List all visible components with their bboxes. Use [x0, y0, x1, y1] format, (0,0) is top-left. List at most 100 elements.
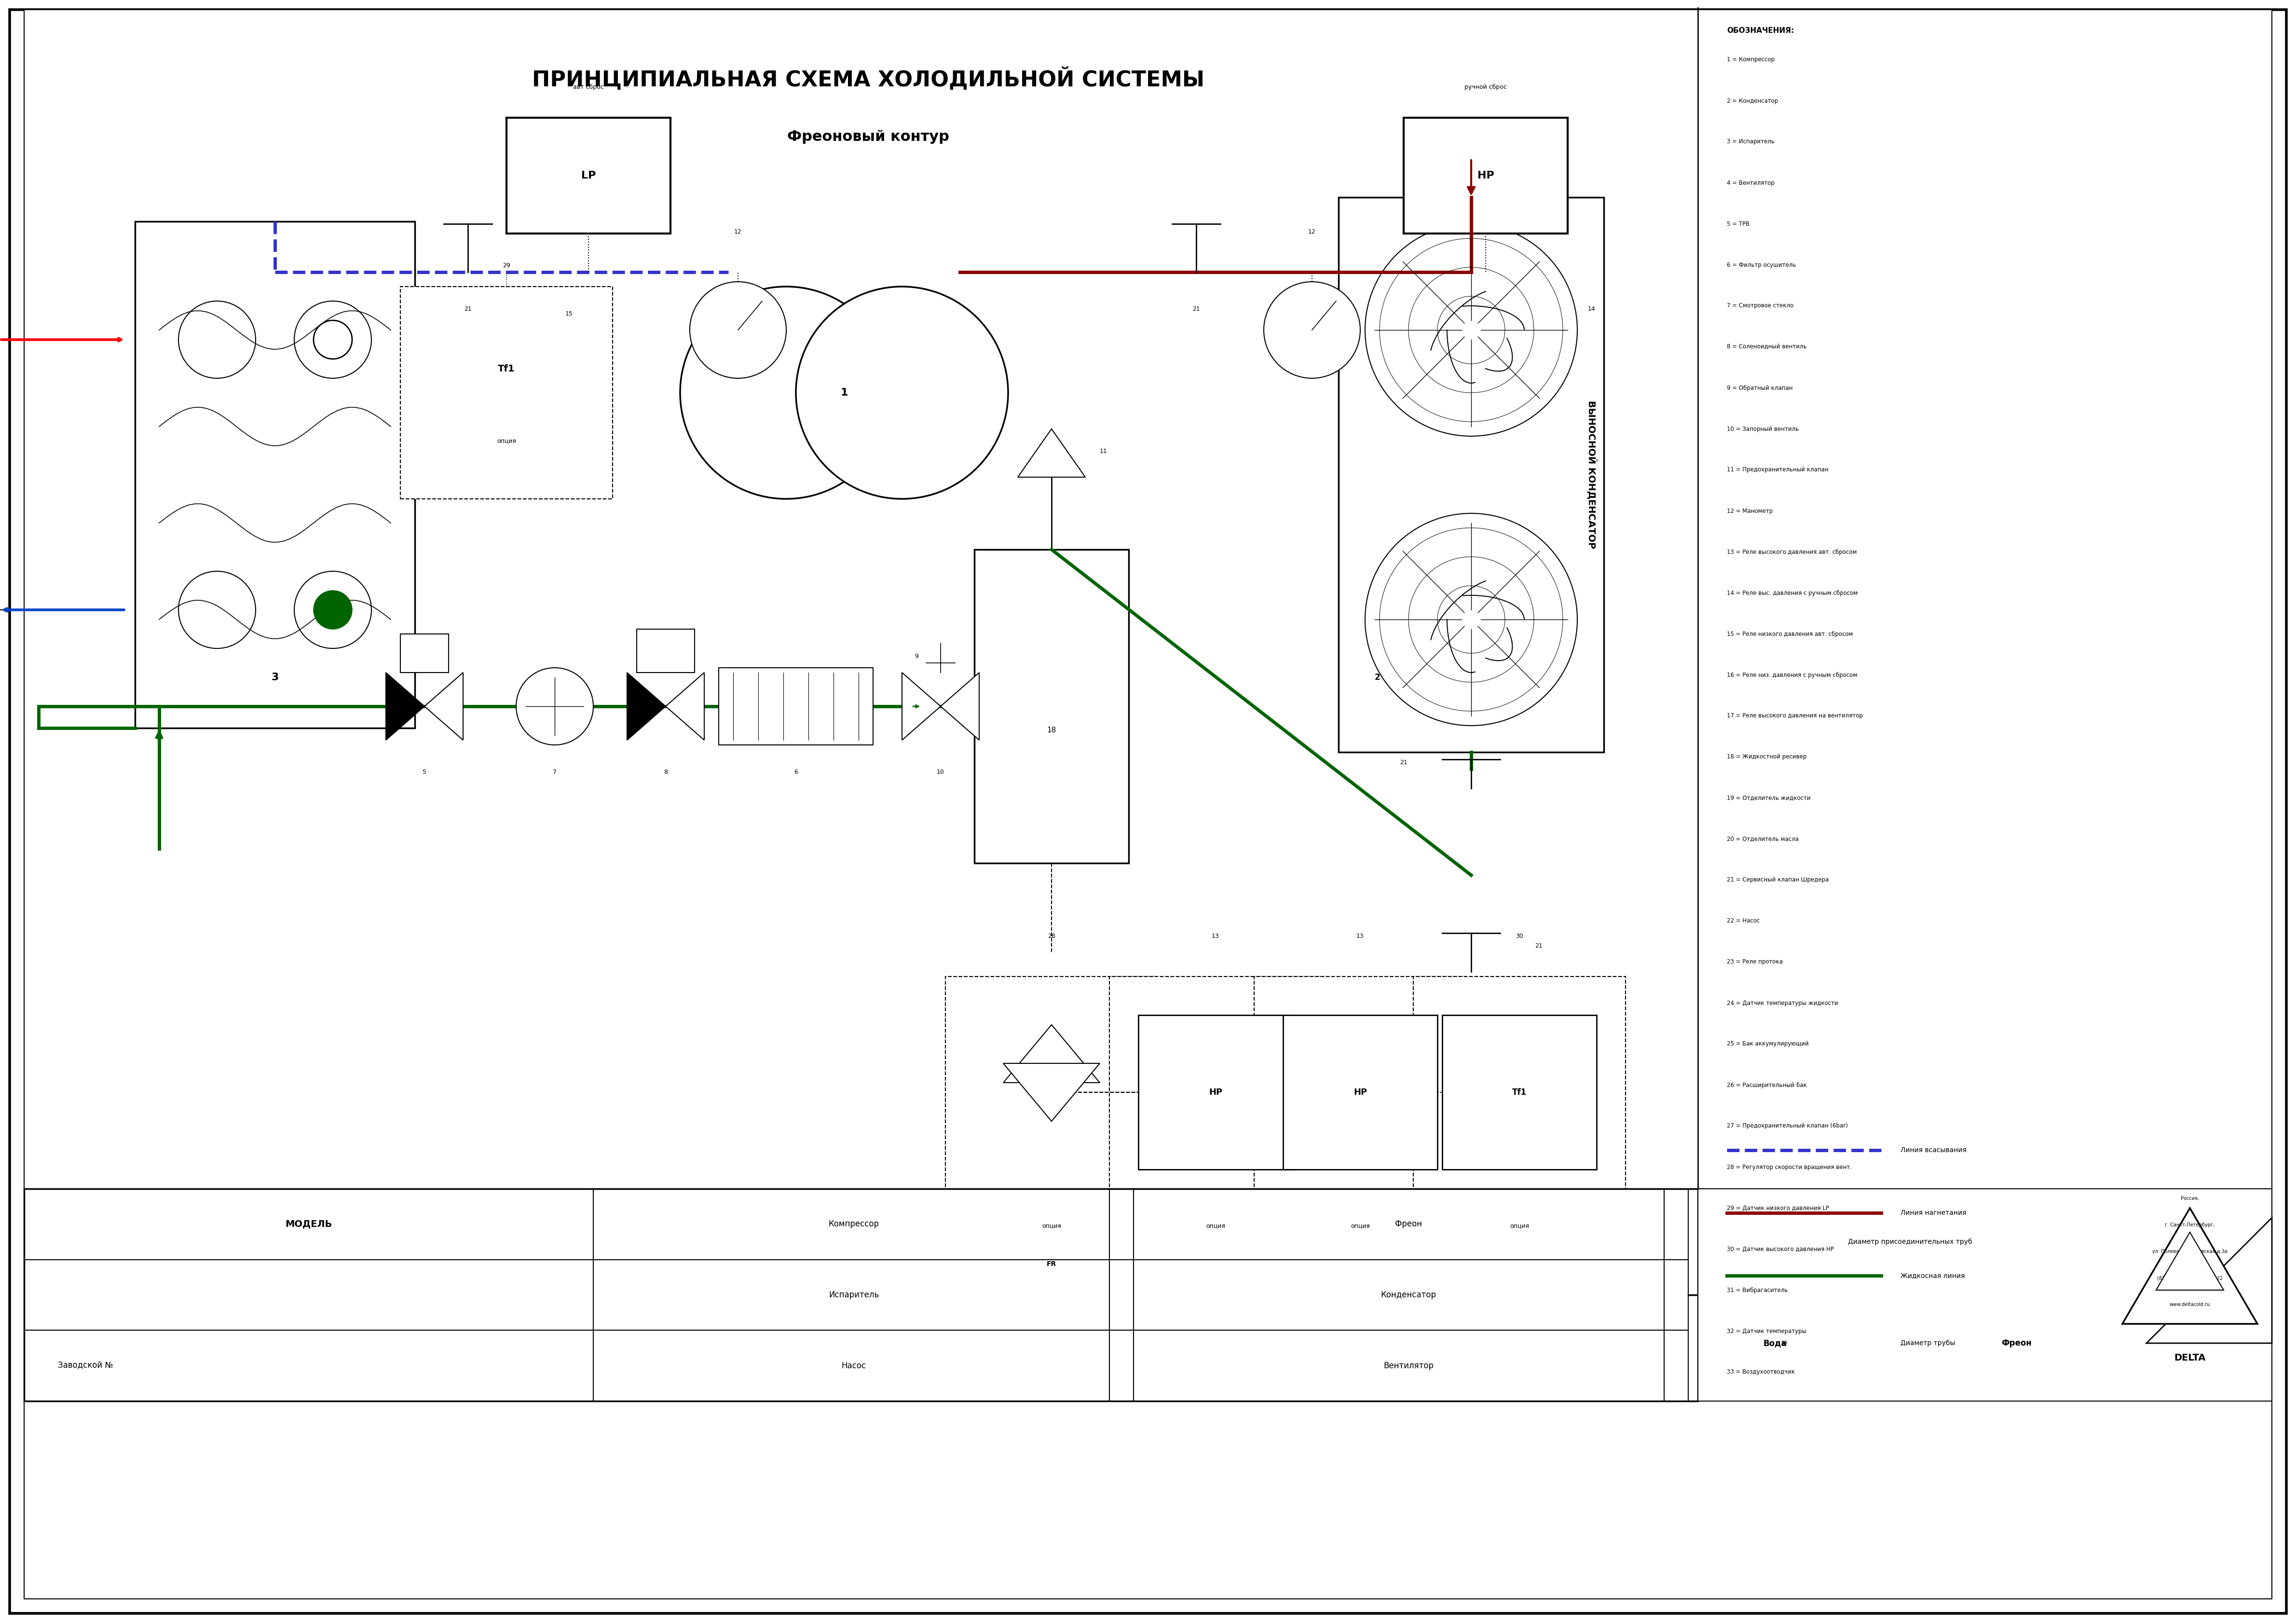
Text: Диаметр трубы: Диаметр трубы — [1901, 1339, 1956, 1347]
Text: 19 = Отделитель жидкости: 19 = Отделитель жидкости — [1727, 795, 1812, 802]
Text: 6 = Фильтр осушитель: 6 = Фильтр осушитель — [1727, 261, 1795, 268]
Text: HP: HP — [1208, 1087, 1221, 1097]
Text: Диаметр присоединительных труб: Диаметр присоединительных труб — [1848, 1238, 1972, 1245]
Text: Фреон: Фреон — [2002, 1339, 2032, 1347]
Circle shape — [294, 571, 372, 649]
Text: 4 = Вентилятор: 4 = Вентилятор — [1727, 180, 1775, 187]
Text: 13: 13 — [1357, 933, 1364, 940]
Bar — [636, 630, 696, 672]
Text: LP: LP — [581, 170, 595, 180]
Text: 29 = Датчик низкого давления LP: 29 = Датчик низкого давления LP — [1727, 1204, 1830, 1211]
Text: 3: 3 — [271, 672, 278, 682]
Text: 21: 21 — [1401, 760, 1407, 766]
Text: 6: 6 — [794, 769, 797, 776]
Circle shape — [294, 300, 372, 378]
Text: 7: 7 — [553, 769, 556, 776]
Text: авт сброс: авт сброс — [574, 84, 604, 91]
Text: 20 = Отделитель масла: 20 = Отделитель масла — [1727, 836, 1798, 842]
Text: 9: 9 — [914, 652, 918, 659]
Text: 25 = Бак аккумулирующий: 25 = Бак аккумулирующий — [1727, 1040, 1809, 1047]
Text: 32 = Датчик температуры: 32 = Датчик температуры — [1727, 1328, 1807, 1334]
Polygon shape — [941, 672, 978, 740]
Text: 10: 10 — [937, 769, 944, 776]
Text: Линия всасывания: Линия всасывания — [1901, 1147, 1965, 1154]
Polygon shape — [425, 672, 464, 740]
Bar — [400, 635, 448, 672]
Bar — [1403, 118, 1568, 234]
Text: 23 = Реле протока: 23 = Реле протока — [1727, 959, 1782, 966]
Text: 18: 18 — [1047, 727, 1056, 734]
Text: 28 = Регулятор скорости вращения вент.: 28 = Регулятор скорости вращения вент. — [1727, 1164, 1853, 1170]
Bar — [1139, 1014, 1293, 1170]
Circle shape — [1263, 282, 1359, 378]
Text: 30 = Датчик высокого давления HP: 30 = Датчик высокого давления HP — [1727, 1246, 1835, 1253]
Circle shape — [1366, 224, 1577, 437]
Text: 18: 18 — [1782, 1341, 1789, 1345]
Circle shape — [689, 282, 785, 378]
Text: ВЫНОСНОЙ КОНДЕНСАТОР: ВЫНОСНОЙ КОНДЕНСАТОР — [1587, 401, 1598, 549]
Text: 11: 11 — [1100, 448, 1107, 454]
Text: Россия,: Россия, — [2181, 1196, 2200, 1201]
Circle shape — [315, 320, 351, 359]
Text: 18 = Жидкостной ресивер: 18 = Жидкостной ресивер — [1727, 753, 1807, 760]
Text: HP: HP — [1352, 1087, 1366, 1097]
Text: DELTA: DELTA — [2174, 1354, 2206, 1362]
Bar — [1339, 198, 1605, 751]
Text: МОДЕЛЬ: МОДЕЛЬ — [285, 1219, 333, 1229]
Bar — [1109, 977, 1322, 1208]
Text: опция: опция — [1042, 1222, 1061, 1229]
Text: Линия нагнетания: Линия нагнетания — [1901, 1209, 1965, 1216]
Polygon shape — [1003, 1024, 1100, 1083]
Circle shape — [179, 571, 255, 649]
Text: 21: 21 — [464, 305, 471, 312]
Text: 9 = Обратный клапан: 9 = Обратный клапан — [1727, 385, 1793, 391]
Text: 5: 5 — [422, 769, 427, 776]
Text: 10 = Запорный вентиль: 10 = Запорный вентиль — [1727, 425, 1798, 432]
Text: опция: опция — [1350, 1222, 1371, 1229]
Text: FR: FR — [1047, 1261, 1056, 1268]
Text: опция: опция — [1511, 1222, 1529, 1229]
Text: 2: 2 — [1375, 674, 1380, 682]
Text: ПРИНЦИПИАЛЬНАЯ СХЕМА ХОЛОДИЛЬНОЙ СИСТЕМЫ: ПРИНЦИПИАЛЬНАЯ СХЕМА ХОЛОДИЛЬНОЙ СИСТЕМЫ — [533, 68, 1205, 91]
Text: ОБОЗНАЧЕНИЯ:: ОБОЗНАЧЕНИЯ: — [1727, 28, 1793, 34]
Text: 12: 12 — [735, 229, 742, 235]
Text: 12 = Манометр: 12 = Манометр — [1727, 508, 1773, 514]
Polygon shape — [2147, 1217, 2271, 1344]
Text: Жидкосная линия: Жидкосная линия — [1901, 1272, 1965, 1279]
Text: Конденсатор: Конденсатор — [1380, 1290, 1437, 1300]
Bar — [1254, 977, 1467, 1208]
Text: 14 = Реле выс. давления с ручным сбросом: 14 = Реле выс. давления с ручным сбросом — [1727, 589, 1857, 596]
Text: 27 = Предохранительный клапан (6bar): 27 = Предохранительный клапан (6bar) — [1727, 1123, 1848, 1130]
Text: Tf1: Tf1 — [1513, 1087, 1527, 1097]
Circle shape — [797, 287, 1008, 498]
Bar — [719, 667, 872, 745]
Polygon shape — [666, 672, 705, 740]
Circle shape — [517, 667, 592, 745]
Circle shape — [315, 591, 351, 630]
Text: www.deltacold.ru: www.deltacold.ru — [2170, 1302, 2211, 1307]
Text: HP: HP — [1476, 170, 1495, 180]
Polygon shape — [2122, 1208, 2257, 1324]
Text: 8: 8 — [664, 769, 668, 776]
Text: 5 = ТРВ: 5 = ТРВ — [1727, 221, 1750, 227]
Text: 2 = Конденсатор: 2 = Конденсатор — [1727, 97, 1777, 104]
Text: 31 = Вибрагаситель: 31 = Вибрагаситель — [1727, 1287, 1789, 1294]
Polygon shape — [1003, 1063, 1100, 1121]
Text: опция: опция — [1205, 1222, 1226, 1229]
Circle shape — [1366, 513, 1577, 725]
Text: 15 = Реле низкого давления авт. сбросом: 15 = Реле низкого давления авт. сбросом — [1727, 631, 1853, 638]
Text: 14: 14 — [1589, 305, 1596, 312]
Circle shape — [680, 287, 893, 498]
Bar — [946, 977, 1157, 1208]
Bar — [1414, 977, 1626, 1208]
Text: опция: опция — [496, 438, 517, 445]
Text: Вентилятор: Вентилятор — [1384, 1362, 1433, 1370]
Text: 21: 21 — [1536, 943, 1543, 949]
Circle shape — [1752, 1310, 1818, 1376]
Text: 17 = Реле высокого давления на вентилятор: 17 = Реле высокого давления на вентилято… — [1727, 712, 1862, 719]
Text: 3 = Испаритель: 3 = Испаритель — [1727, 138, 1775, 144]
Polygon shape — [386, 672, 425, 740]
Text: 21 = Сервисный клапан Шредера: 21 = Сервисный клапан Шредера — [1727, 876, 1828, 883]
Text: 29: 29 — [503, 263, 510, 269]
Text: ул. Полевая Сабировская д.3а: ул. Полевая Сабировская д.3а — [2151, 1250, 2227, 1255]
